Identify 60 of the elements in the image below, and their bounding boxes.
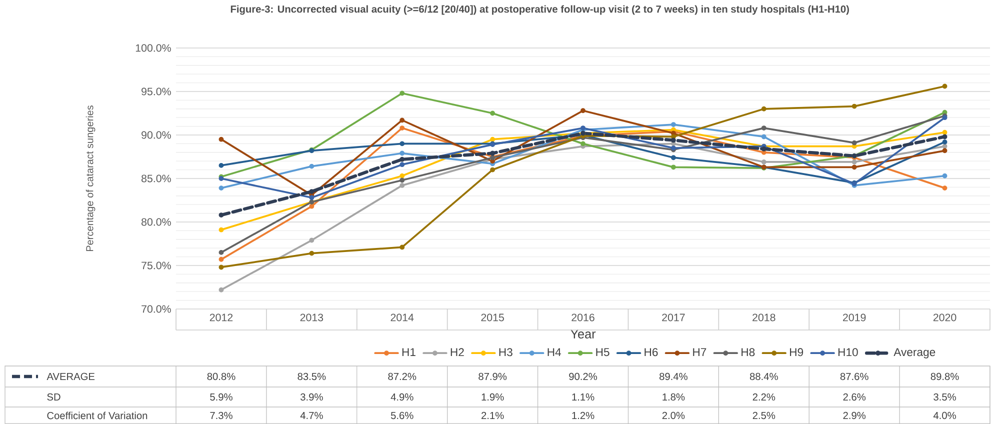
x-tick-label: 2014 bbox=[390, 314, 414, 322]
data-label: 89.8% bbox=[930, 372, 959, 380]
text: 5.9% bbox=[210, 393, 232, 401]
x-tick-label: 2012 bbox=[210, 314, 233, 322]
text: 3.9% bbox=[300, 393, 323, 401]
text: 1.2% bbox=[572, 412, 594, 420]
text: 2.6% bbox=[843, 393, 866, 401]
legend-label: H6 bbox=[644, 348, 658, 356]
data-label: 87.9% bbox=[478, 372, 507, 380]
chart-title: Figure-3: Uncorrected visual acuity (>=6/12 [20/40]) at postoperative follow-up visit (2 to 7 weeks) in ten study hospitals (H1-H10) bbox=[230, 5, 849, 15]
data-label: 83.5% bbox=[298, 372, 326, 380]
data-label: 80.8% bbox=[207, 372, 236, 380]
y-tick-label: 70.0% bbox=[142, 305, 171, 313]
legend-label: Average bbox=[894, 348, 936, 358]
data-label: 89.4% bbox=[660, 372, 688, 380]
data-label: 87.6% bbox=[840, 372, 868, 380]
text: 4.7% bbox=[300, 412, 323, 420]
y-tick-label: 100.0% bbox=[136, 44, 171, 52]
text: 7.3% bbox=[210, 412, 232, 420]
legend-label: H2 bbox=[450, 348, 464, 356]
y-tick-label: 95.0% bbox=[142, 88, 171, 96]
text: SD bbox=[47, 393, 60, 401]
x-tick-label: 2019 bbox=[843, 314, 866, 322]
y-tick-label: 85.0% bbox=[142, 174, 171, 182]
text: 1.9% bbox=[482, 393, 504, 401]
data-label: 87.2% bbox=[388, 372, 416, 380]
text: 3.5% bbox=[934, 393, 956, 401]
text: 2.9% bbox=[843, 412, 866, 420]
text: 2.1% bbox=[482, 412, 504, 420]
legend-label: H4 bbox=[548, 348, 562, 356]
y-tick-label: 80.0% bbox=[142, 218, 171, 226]
data-label: 88.4% bbox=[750, 372, 778, 380]
legend-label: H3 bbox=[499, 348, 512, 356]
x-tick-label: 2018 bbox=[752, 314, 776, 322]
x-tick-label: 2017 bbox=[662, 314, 685, 322]
x-axis-title: Year bbox=[570, 330, 596, 338]
y-tick-label: 75.0% bbox=[142, 262, 171, 270]
text: 1.1% bbox=[572, 393, 594, 401]
legend-label: H8 bbox=[742, 348, 755, 356]
y-tick-label: 90.0% bbox=[142, 131, 171, 139]
legend-label: H10 bbox=[838, 348, 858, 356]
legend-label: H9 bbox=[790, 348, 804, 356]
text: AVERAGE bbox=[46, 372, 95, 380]
text: 4.0% bbox=[933, 412, 956, 420]
text: 5.6% bbox=[390, 412, 414, 420]
x-tick-label: 2020 bbox=[933, 314, 956, 322]
text: Coefficient of Variation bbox=[47, 412, 148, 420]
text: 4.9% bbox=[390, 393, 414, 401]
legend-label: H1 bbox=[402, 348, 416, 356]
legend-label: H5 bbox=[596, 348, 610, 356]
text: 2.0% bbox=[662, 412, 685, 420]
text: 1.8% bbox=[662, 393, 685, 401]
y-axis-title: Percentage of cataract sungeries bbox=[86, 105, 96, 252]
text: 2.2% bbox=[752, 393, 776, 401]
text: 2.5% bbox=[752, 412, 776, 420]
x-tick-label: 2013 bbox=[300, 314, 324, 322]
data-label: 90.2% bbox=[569, 372, 598, 380]
x-tick-label: 2015 bbox=[481, 314, 504, 322]
x-tick-label: 2016 bbox=[572, 314, 594, 322]
legend-label: H7 bbox=[693, 348, 706, 356]
